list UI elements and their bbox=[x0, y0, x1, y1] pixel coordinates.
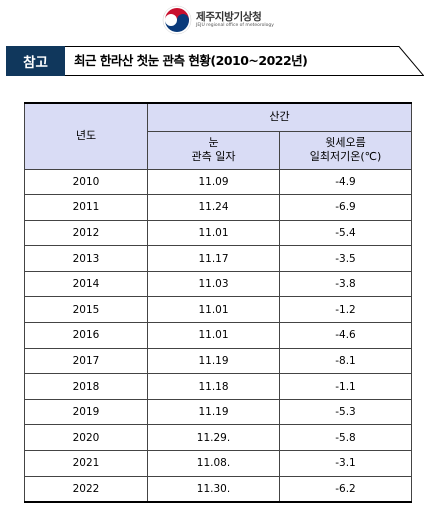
table-row: 2014 11.03 -3.8 bbox=[24, 270, 412, 298]
section-banner: 참고 최근 한라산 첫눈 관측 현황(2010~2022년) bbox=[6, 46, 424, 76]
table-row: 2010 11.09 -4.9 bbox=[24, 168, 412, 196]
min-temp-cell: -5.4 bbox=[279, 219, 412, 247]
table-row: 2015 11.01 -1.2 bbox=[24, 296, 412, 324]
min-temp-cell: -3.5 bbox=[279, 245, 412, 272]
min-temp-cell: -1.1 bbox=[279, 373, 412, 400]
reference-tag: 참고 bbox=[6, 46, 65, 76]
table-row: 2013 11.17 -3.5 bbox=[24, 245, 412, 272]
year-cell: 2018 bbox=[24, 373, 148, 400]
snow-date-cell: 11.30. bbox=[147, 475, 280, 503]
min-temp-cell: -5.8 bbox=[279, 424, 412, 452]
min-temp-cell: -4.6 bbox=[279, 322, 412, 349]
taegeuk-emblem-icon bbox=[162, 5, 192, 35]
year-cell: 2020 bbox=[24, 424, 148, 452]
snow-date-cell: 11.29. bbox=[147, 424, 280, 452]
table-row: 2011 11.24 -6.9 bbox=[24, 194, 412, 221]
snow-date-cell: 11.24 bbox=[147, 194, 280, 221]
snow-date-cell: 11.01 bbox=[147, 219, 280, 247]
section-title: 최근 한라산 첫눈 관측 현황(2010~2022년) bbox=[74, 53, 308, 68]
year-cell: 2013 bbox=[24, 245, 148, 272]
year-cell: 2016 bbox=[24, 322, 148, 349]
snow-date-cell: 11.09 bbox=[147, 168, 280, 196]
year-cell: 2011 bbox=[24, 194, 148, 221]
min-temp-cell: -6.9 bbox=[279, 194, 412, 221]
year-cell: 2021 bbox=[24, 450, 148, 477]
min-temp-cell: -4.9 bbox=[279, 168, 412, 196]
table-row: 2016 11.01 -4.6 bbox=[24, 322, 412, 349]
table-row: 2022 11.30. -6.2 bbox=[24, 475, 412, 503]
snow-date-cell: 11.08. bbox=[147, 450, 280, 477]
org-logo: 제주지방기상청 JEJU regional office of meteorol… bbox=[162, 4, 274, 36]
snow-date-cell: 11.03 bbox=[147, 270, 280, 298]
year-cell: 2017 bbox=[24, 347, 148, 375]
org-name-english: JEJU regional office of meteorology bbox=[196, 23, 274, 28]
table-row: 2017 11.19 -8.1 bbox=[24, 347, 412, 375]
first-snow-table: 년도 산간 눈 관측 일자 윗세오름 일최저기온(℃) 2010 11.09 -… bbox=[24, 102, 412, 504]
snow-date-cell: 11.18 bbox=[147, 373, 280, 400]
year-cell: 2022 bbox=[24, 475, 148, 503]
snow-date-header-line1: 눈 bbox=[208, 136, 219, 149]
min-temp-header-line2: 일최저기온(℃) bbox=[309, 150, 382, 163]
table-row: 2020 11.29. -5.8 bbox=[24, 424, 412, 452]
snow-date-cell: 11.19 bbox=[147, 398, 280, 426]
year-cell: 2012 bbox=[24, 219, 148, 247]
mountain-group-header: 산간 bbox=[147, 102, 412, 132]
snow-date-header-line2: 관측 일자 bbox=[191, 150, 236, 163]
org-name: 제주지방기상청 bbox=[196, 11, 262, 23]
table-row: 2018 11.18 -1.1 bbox=[24, 373, 412, 400]
snow-date-cell: 11.17 bbox=[147, 245, 280, 272]
min-temp-cell: -3.8 bbox=[279, 270, 412, 298]
year-column-header: 년도 bbox=[24, 102, 148, 170]
year-cell: 2019 bbox=[24, 398, 148, 426]
min-temp-cell: -6.2 bbox=[279, 475, 412, 503]
year-cell: 2014 bbox=[24, 270, 148, 298]
year-cell: 2010 bbox=[24, 168, 148, 196]
min-temp-column-header: 윗세오름 일최저기온(℃) bbox=[279, 130, 412, 170]
snow-date-column-header: 눈 관측 일자 bbox=[147, 130, 280, 170]
snow-date-cell: 11.01 bbox=[147, 296, 280, 324]
snow-date-cell: 11.19 bbox=[147, 347, 280, 375]
year-cell: 2015 bbox=[24, 296, 148, 324]
table-row: 2021 11.08. -3.1 bbox=[24, 450, 412, 477]
min-temp-cell: -1.2 bbox=[279, 296, 412, 324]
table-row: 2012 11.01 -5.4 bbox=[24, 219, 412, 247]
table-row: 2019 11.19 -5.3 bbox=[24, 398, 412, 426]
min-temp-cell: -3.1 bbox=[279, 450, 412, 477]
min-temp-cell: -5.3 bbox=[279, 398, 412, 426]
min-temp-header-line1: 윗세오름 bbox=[325, 136, 366, 149]
min-temp-cell: -8.1 bbox=[279, 347, 412, 375]
snow-date-cell: 11.01 bbox=[147, 322, 280, 349]
